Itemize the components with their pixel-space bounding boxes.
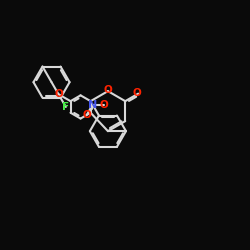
Text: O: O bbox=[82, 110, 91, 120]
Text: F: F bbox=[62, 102, 70, 112]
Text: O: O bbox=[104, 85, 112, 95]
Text: N: N bbox=[88, 100, 97, 110]
Text: O: O bbox=[133, 88, 141, 98]
Text: O: O bbox=[55, 89, 64, 99]
Text: O: O bbox=[100, 100, 109, 110]
